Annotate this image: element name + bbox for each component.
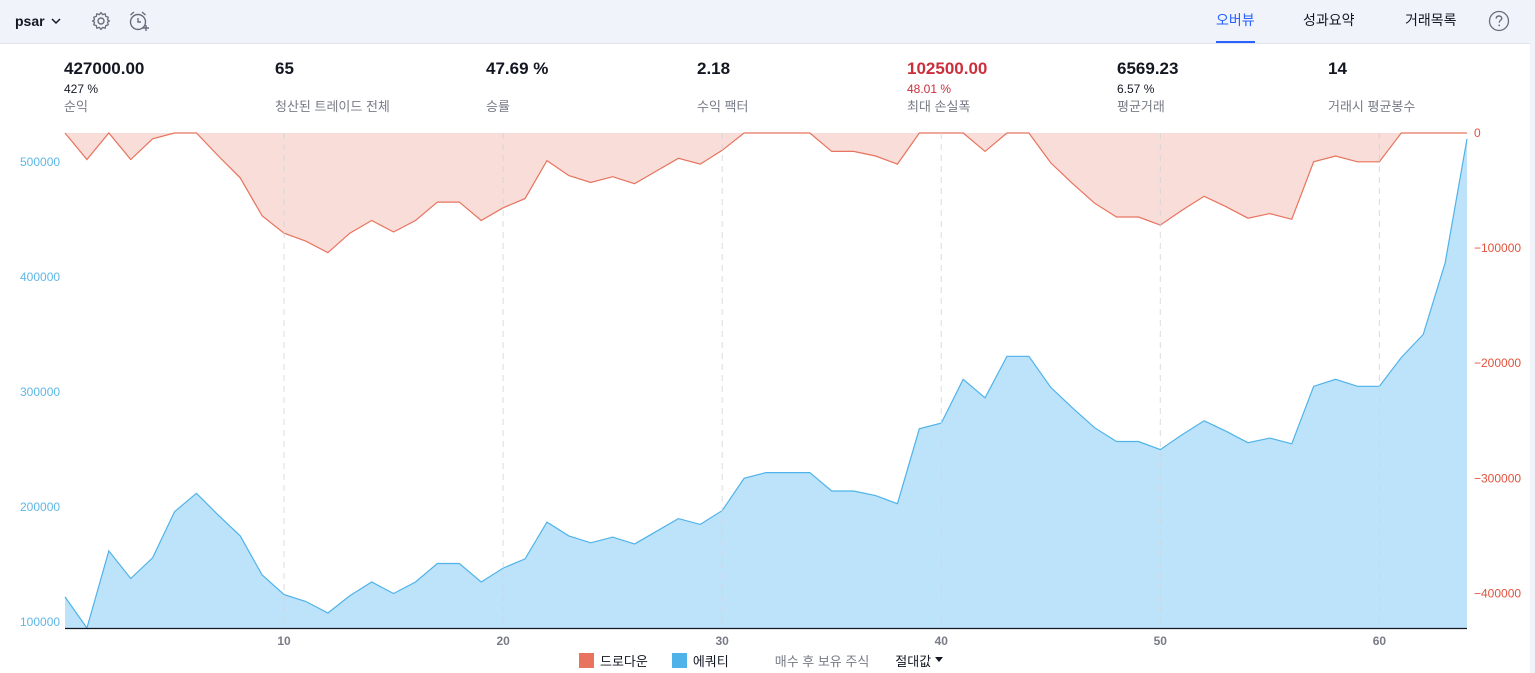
- strategy-tester-toolbar: psar 오버뷰 성과요약 거래목록: [0, 0, 1530, 44]
- scrollbar[interactable]: [1530, 0, 1535, 673]
- equity-swatch: [671, 652, 687, 668]
- stat-max-drawdown: 102500.00 48.01 % 최대 손실폭: [907, 58, 987, 116]
- right-axis-tick-label: 0: [1474, 126, 1481, 140]
- stat-label: 수익 팩터: [697, 99, 749, 114]
- value-mode-label: 절대값: [895, 653, 932, 669]
- tab-trade-list[interactable]: 거래목록: [1405, 12, 1457, 28]
- drawdown-series-line: [64, 132, 1467, 254]
- stat-label: 평균거래: [1117, 99, 1165, 114]
- stat-label: 순익: [64, 99, 88, 114]
- help-icon[interactable]: [1488, 10, 1510, 32]
- right-axis-tick-label: −400000: [1474, 586, 1521, 600]
- x-tick-label: 20: [496, 634, 510, 647]
- chevron-down-icon: [51, 18, 61, 25]
- x-tick-label: 50: [1154, 634, 1168, 647]
- chart-legend: 드로다운 에쿼티 매수 후 보유 주식 절대값: [579, 651, 944, 670]
- stat-value: 427000.00: [64, 59, 145, 78]
- tab-performance-summary[interactable]: 성과요약: [1303, 12, 1355, 28]
- tab-overview[interactable]: 오버뷰: [1216, 0, 1255, 43]
- value-mode-dropdown[interactable]: 절대값: [895, 651, 944, 670]
- x-tick-label: 60: [1373, 634, 1387, 647]
- legend-buy-hold[interactable]: 매수 후 보유 주식: [774, 653, 870, 669]
- stat-percent: 427 %: [64, 82, 99, 96]
- legend-drawdown-label: 드로다운: [600, 653, 648, 669]
- right-axis-tick-label: −100000: [1474, 241, 1521, 255]
- stat-value: 14: [1328, 59, 1347, 78]
- stat-percent: [275, 82, 390, 97]
- stat-win-rate: 47.69 % 승률: [486, 58, 548, 116]
- stat-average-trade: 6569.23 6.57 % 평균거래: [1117, 58, 1178, 116]
- legend-equity[interactable]: 에쿼티: [671, 651, 729, 670]
- stat-value: 65: [275, 59, 294, 78]
- stat-label: 청산된 트레이드 전체: [275, 99, 390, 114]
- stat-label: 거래시 평균봉수: [1328, 99, 1416, 114]
- stat-percent: 48.01 %: [907, 82, 952, 96]
- stat-total-closed-trades: 65 청산된 트레이드 전체: [275, 58, 390, 116]
- stat-label: 승률: [486, 99, 510, 114]
- stat-profit-factor: 2.18 수익 팩터: [697, 58, 748, 116]
- strategy-name: psar: [15, 13, 45, 29]
- left-axis-tick-label: 100000: [20, 615, 60, 629]
- right-axis-tick-label: −200000: [1474, 356, 1521, 370]
- equity-series-line: [64, 138, 1468, 630]
- stat-value: 6569.23: [1117, 59, 1179, 78]
- x-tick-label: 30: [716, 634, 730, 647]
- stat-percent: [486, 82, 548, 97]
- left-axis-tick-label: 500000: [20, 155, 60, 169]
- stat-percent: 6.57 %: [1117, 82, 1155, 96]
- settings-icon[interactable]: [89, 9, 113, 33]
- equity-area: [65, 138, 1467, 629]
- stat-value: 47.69 %: [486, 59, 549, 78]
- caret-down-icon: [935, 657, 944, 662]
- left-axis-tick-label: 200000: [20, 500, 60, 514]
- alarm-add-icon[interactable]: [127, 9, 151, 33]
- stat-avg-bars-in-trades: 14 거래시 평균봉수: [1328, 58, 1415, 116]
- drawdown-area: [65, 133, 1467, 253]
- left-axis-tick-label: 400000: [20, 270, 60, 284]
- stat-value: 2.18: [697, 59, 731, 78]
- legend-equity-label: 에쿼티: [692, 653, 729, 669]
- x-tick-label: 10: [277, 634, 291, 647]
- left-axis-tick-label: 300000: [20, 385, 60, 399]
- strategy-selector[interactable]: psar: [15, 10, 61, 32]
- equity-drawdown-chart[interactable]: 10 20 30 40 50 60 100000 200000 300000 400000 5000…: [0, 125, 1530, 647]
- drawdown-swatch: [579, 652, 594, 668]
- stat-percent: [697, 82, 748, 97]
- stat-value: 102500.00: [907, 59, 988, 78]
- stat-net-profit: 427000.00 427 % 순익: [64, 58, 144, 116]
- stat-percent: [1328, 82, 1415, 97]
- legend-drawdown[interactable]: 드로다운: [579, 651, 648, 670]
- x-tick-label: 40: [935, 634, 949, 647]
- right-axis-tick-label: −300000: [1474, 471, 1521, 485]
- stat-label: 최대 손실폭: [907, 99, 971, 114]
